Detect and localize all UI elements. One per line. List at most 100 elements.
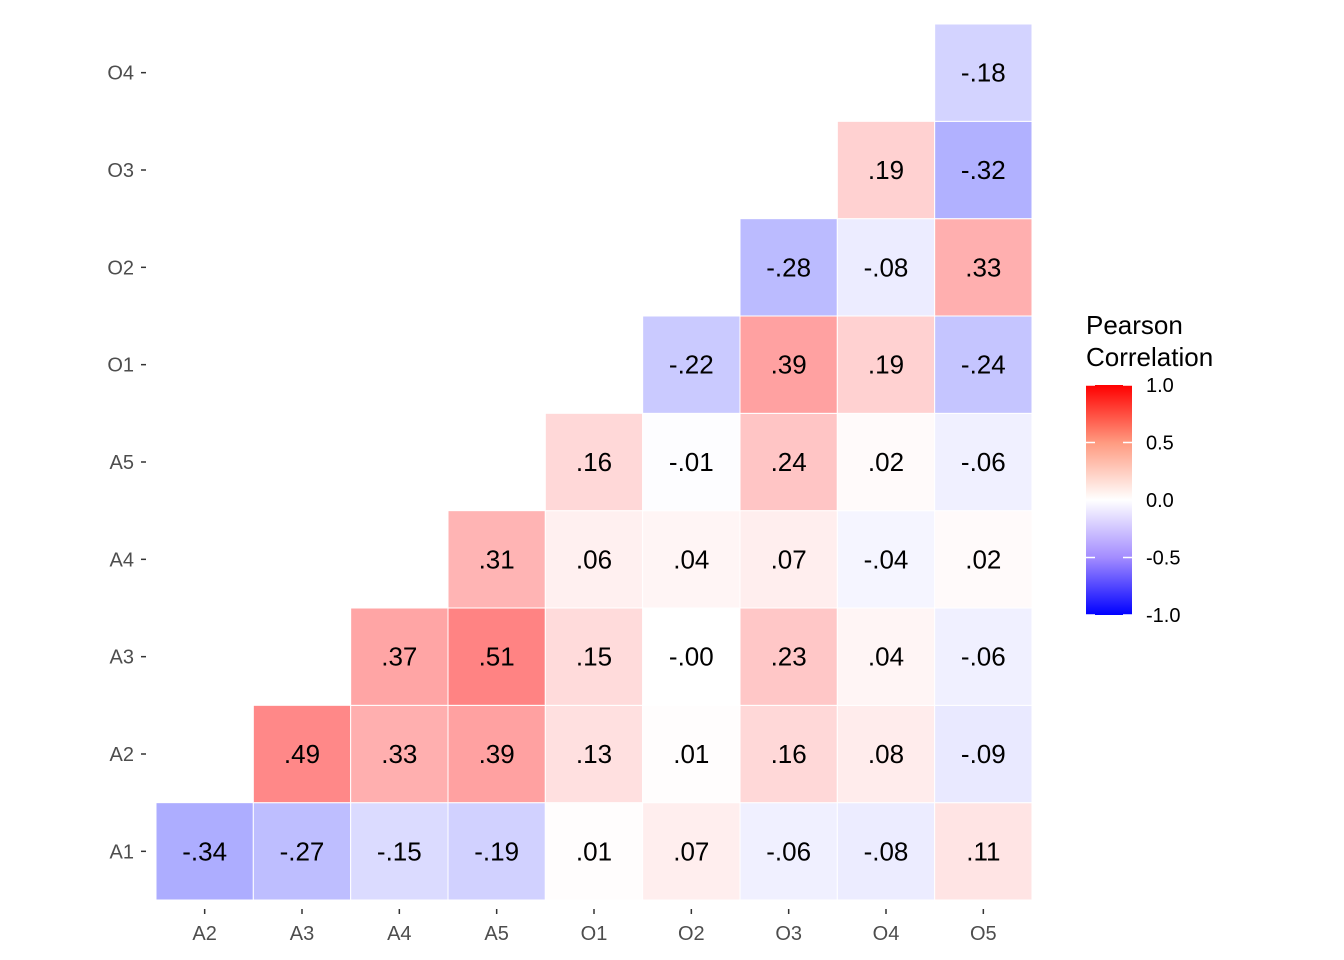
heatmap-cell-label-a4-o3: .07 — [771, 544, 807, 574]
heatmap-cell-a2-o1 — [544, 704, 644, 804]
heatmap-cell-label-a2-a5: .39 — [479, 739, 515, 769]
heatmap-cell-a3-o4 — [836, 607, 936, 706]
heatmap-cell-a2-a3 — [252, 704, 352, 804]
legend-title-line-1: Pearson — [1086, 310, 1183, 340]
heatmap-cell-o1-o2 — [642, 315, 741, 414]
heatmap-cell-label-a2-o4: .08 — [868, 739, 904, 769]
heatmap-cell-a2-a5 — [447, 704, 546, 804]
heatmap-cell-label-a1-a3: -.27 — [280, 836, 325, 866]
heatmap-cell-label-a1-o1: .01 — [576, 836, 612, 866]
legend-tick-label: -0.5 — [1146, 548, 1180, 570]
y-tick-label-a4: A4 — [110, 549, 134, 571]
heatmap-cell-o4-o5 — [934, 23, 1033, 122]
heatmap-cell-a1-o4 — [836, 802, 936, 901]
heatmap-cell-label-o1-o3: .39 — [771, 350, 807, 380]
heatmap-cell-a3-o1 — [544, 607, 644, 706]
heatmap-cell-label-a3-o5: -.06 — [961, 642, 1006, 672]
heatmap-cell-o3-o5 — [934, 120, 1033, 220]
heatmap-cell-a3-a4 — [350, 607, 449, 706]
y-axis: A1 A2 A3 A4 A5 O1 O2 O3 O4 — [107, 63, 146, 863]
heatmap-cell-a1-a2 — [155, 802, 254, 901]
x-tick-label-o3: O3 — [775, 923, 802, 945]
heatmap-cell-a2-o5 — [934, 704, 1033, 804]
x-tick-label-a4: A4 — [387, 923, 411, 945]
heatmap-cell-label-a5-o2: -.01 — [669, 447, 714, 477]
heatmap-cell-label-a3-a5: .51 — [479, 642, 515, 672]
legend-tick-label: 1.0 — [1146, 375, 1174, 397]
heatmap-cell-a5-o4 — [836, 412, 936, 512]
heatmap-cell-label-o2-o3: -.28 — [766, 252, 811, 282]
heatmap-cell-label-a2-o3: .16 — [771, 739, 807, 769]
heatmap-cell-a1-o3 — [739, 802, 838, 901]
heatmap-cell-label-o3-o5: -.32 — [961, 155, 1006, 185]
y-tick-label-a3: A3 — [110, 647, 134, 669]
heatmap-cell-label-o2-o5: .33 — [965, 252, 1001, 282]
heatmap-cell-label-a4-o5: .02 — [965, 544, 1001, 574]
heatmap-cell-label-o1-o2: -.22 — [669, 350, 714, 380]
heatmap-cell-label-a5-o3: .24 — [771, 447, 807, 477]
heatmap-cell-label-a1-o3: -.06 — [766, 836, 811, 866]
x-tick-label-o2: O2 — [678, 923, 705, 945]
y-tick-label-o2: O2 — [107, 257, 134, 279]
heatmap-cell-label-a5-o4: .02 — [868, 447, 904, 477]
heatmap-cell-label-o3-o4: .19 — [868, 155, 904, 185]
y-tick-label-a5: A5 — [110, 452, 134, 474]
legend-tick-label: -1.0 — [1146, 605, 1180, 627]
heatmap-cell-label-a4-o4: -.04 — [864, 544, 909, 574]
heatmap-cell-a1-a3 — [252, 802, 352, 901]
heatmap-cell-a4-o2 — [642, 510, 741, 609]
heatmap-cell-label-a1-a2: -.34 — [182, 836, 227, 866]
heatmap-cell-a2-o3 — [739, 704, 838, 804]
heatmap-cell-a4-o5 — [934, 510, 1033, 609]
heatmap-cell-label-a4-a5: .31 — [479, 544, 515, 574]
heatmap-cell-label-a4-o2: .04 — [673, 544, 709, 574]
heatmap-cell-label-a1-a4: -.15 — [377, 836, 422, 866]
heatmap-cell-o2-o3 — [739, 218, 838, 317]
x-tick-label-a2: A2 — [192, 923, 216, 945]
heatmap-cell-label-a5-o1: .16 — [576, 447, 612, 477]
legend-tick-label: 0.5 — [1146, 433, 1174, 455]
heatmap-cell-a1-o1 — [544, 802, 644, 901]
heatmap-cell-a5-o5 — [934, 412, 1033, 512]
heatmap-cell-label-a1-o4: -.08 — [864, 836, 909, 866]
heatmap-cell-o3-o4 — [836, 120, 936, 220]
heatmap-cell-label-a5-o5: -.06 — [961, 447, 1006, 477]
heatmap-cell-o2-o5 — [934, 218, 1033, 317]
heatmap-cell-label-o2-o4: -.08 — [864, 252, 909, 282]
heatmap-cells — [155, 23, 1033, 901]
x-tick-label-o5: O5 — [970, 923, 997, 945]
heatmap-cell-a3-o5 — [934, 607, 1033, 706]
heatmap-cell-a3-a5 — [447, 607, 546, 706]
x-axis: A2 A3 A4 A5 O1 O2 O3 O4 O5 — [192, 909, 997, 945]
heatmap-cell-label-o4-o5: -.18 — [961, 58, 1006, 88]
heatmap-cell-label-a1-a5: -.19 — [474, 836, 519, 866]
heatmap-cell-label-a3-o4: .04 — [868, 642, 904, 672]
heatmap-cell-a4-o3 — [739, 510, 838, 609]
heatmap-cell-label-a1-o2: .07 — [673, 836, 709, 866]
y-tick-label-o4: O4 — [107, 63, 134, 85]
heatmap-cell-o1-o4 — [836, 315, 936, 414]
heatmap-cell-a1-o2 — [642, 802, 741, 901]
color-legend: Pearson Correlation 1.0 0.5 0.0 -0.5 -1.0 — [1086, 310, 1213, 627]
heatmap-cell-label-a2-o5: -.09 — [961, 739, 1006, 769]
heatmap-cell-label-a2-a4: .33 — [381, 739, 417, 769]
heatmap-cell-label-a2-o2: .01 — [673, 739, 709, 769]
heatmap-cell-label-a4-o1: .06 — [576, 544, 612, 574]
heatmap-cell-a5-o1 — [544, 412, 644, 512]
legend-ticks: 1.0 0.5 0.0 -0.5 -1.0 — [1086, 375, 1180, 627]
x-tick-label-o1: O1 — [581, 923, 608, 945]
heatmap-cell-label-a2-o1: .13 — [576, 739, 612, 769]
heatmap-cell-label-a3-o1: .15 — [576, 642, 612, 672]
heatmap-cell-label-o1-o5: -.24 — [961, 350, 1006, 380]
heatmap-cell-label-a3-a4: .37 — [381, 642, 417, 672]
heatmap-cell-o1-o3 — [739, 315, 838, 414]
y-tick-label-a1: A1 — [110, 841, 134, 863]
heatmap-cell-a4-a5 — [447, 510, 546, 609]
heatmap-cell-label-a2-a3: .49 — [284, 739, 320, 769]
legend-title-line-2: Correlation — [1086, 342, 1213, 372]
heatmap-cell-a1-o5 — [934, 802, 1033, 901]
heatmap-cell-labels: -.34 -.27 -.15 -.19 .01 .07 -.06 -.08 .11 .49 .33.… — [182, 58, 1005, 867]
heatmap-cell-a2-o4 — [836, 704, 936, 804]
heatmap-cell-label-a3-o3: .23 — [771, 642, 807, 672]
